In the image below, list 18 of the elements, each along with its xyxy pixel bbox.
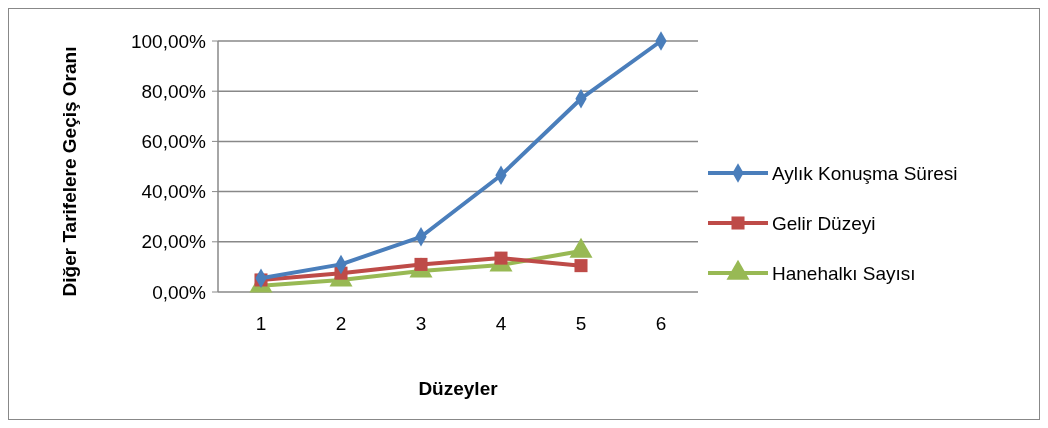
y-tick-label: 0,00%	[152, 281, 207, 303]
y-tick-label: 80,00%	[141, 80, 207, 102]
y-tick-label: 20,00%	[141, 231, 207, 253]
y-tick-label: 60,00%	[141, 131, 207, 153]
x-axis-title: Düzeyler	[418, 378, 499, 399]
legend-label: Aylık Konuşma Süresi	[772, 162, 958, 184]
y-tick-label: 40,00%	[141, 181, 207, 203]
point	[574, 259, 588, 273]
x-tick-label: 5	[575, 313, 587, 334]
legend-label: Gelir Düzeyi	[772, 212, 876, 234]
x-tick-label: 1	[255, 313, 267, 334]
y-axis-title: Diğer Tarifelere Geçiş Oranı	[59, 46, 80, 297]
x-tick-label: 3	[415, 313, 427, 334]
x-tick-label: 4	[495, 313, 507, 334]
x-tick-label: 2	[335, 313, 347, 334]
y-tick-label: 100,00%	[130, 30, 207, 52]
x-tick-label: 6	[655, 313, 667, 334]
legend-label: Hanehalkı Sayısı	[772, 262, 916, 284]
